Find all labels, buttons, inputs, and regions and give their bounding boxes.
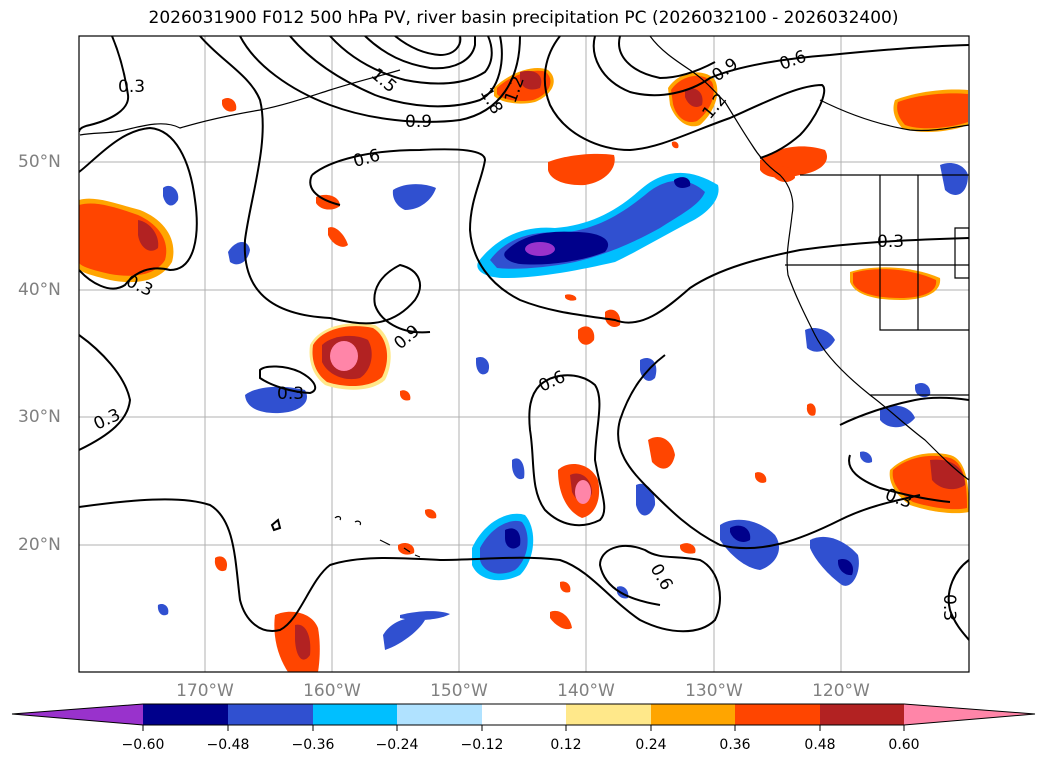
pv-contour-line	[394, 36, 462, 57]
lat-label: 30°N	[18, 407, 61, 427]
map-frame	[78, 35, 970, 673]
precip-blob-central-pacific	[477, 172, 719, 278]
lon-label: 140°W	[557, 681, 615, 701]
pv-contour-line	[947, 559, 969, 641]
colorbar-bin	[313, 704, 397, 725]
pv-contour-line	[592, 36, 969, 97]
colorbar-tick-label: −0.60	[121, 737, 165, 753]
colorbar-bin	[566, 704, 651, 725]
pv-contour-line	[270, 518, 282, 532]
contour-label: 0.3	[939, 594, 959, 621]
lat-label: 50°N	[18, 152, 61, 172]
pv-contour-line	[618, 36, 716, 80]
pv-contour-line	[311, 148, 969, 324]
pv-contour-line	[79, 498, 721, 633]
pv-contour-line	[543, 36, 826, 159]
colorbar	[11, 703, 1036, 731]
pv-contour-line	[848, 454, 951, 503]
colorbar-tick-label: −0.12	[460, 737, 504, 753]
contour-label: 0.3	[118, 77, 145, 97]
pv-contour-line	[289, 36, 503, 108]
pv-contour-line	[259, 365, 317, 395]
contour-label: 0.9	[405, 112, 432, 132]
colorbar-bin	[143, 704, 228, 725]
colorbar-bin	[482, 704, 566, 725]
colorbar-tick-label: 0.24	[635, 737, 667, 753]
pv-contour-line	[329, 36, 493, 85]
map-title: 2026031900 F012 500 hPa PV, river basin …	[148, 8, 899, 28]
colorbar-bin	[228, 704, 313, 725]
colorbar-bin	[820, 704, 904, 725]
colorbar-extend-max	[904, 704, 1035, 725]
colorbar-tick-label: −0.24	[375, 737, 419, 753]
pv-contour-line	[79, 334, 132, 451]
lon-label: 150°W	[430, 681, 488, 701]
colorbar-bin	[735, 704, 820, 725]
lon-label: 120°W	[812, 681, 870, 701]
colorbar-tick-label: −0.48	[206, 737, 250, 753]
pv-contour-line	[364, 36, 476, 70]
colorbar-tick-label: −0.36	[291, 737, 335, 753]
pv-contour-line	[309, 174, 341, 206]
contour-label: 0.3	[877, 232, 904, 252]
pv-contour-line	[617, 354, 921, 550]
colorbar-bin	[397, 704, 482, 725]
precip-positive-shading	[79, 68, 969, 672]
lon-label: 170°W	[176, 681, 234, 701]
colorbar-tick-label: 0.36	[719, 737, 751, 753]
lat-label: 40°N	[18, 280, 61, 300]
pv-contours	[79, 36, 969, 641]
lon-label: 160°W	[303, 681, 361, 701]
colorbar-tick-label: 0.12	[550, 737, 582, 753]
coastlines	[79, 36, 969, 558]
pv-contour-line	[528, 374, 606, 527]
pv-contour-line	[839, 396, 969, 426]
contour-label: 0.3	[277, 384, 304, 404]
colorbar-extend-min	[12, 704, 143, 725]
pv-contour-line	[79, 36, 130, 133]
colorbar-tick-label: 0.60	[888, 737, 920, 753]
pv-contour-line	[199, 36, 431, 334]
colorbar-tick-label: 0.48	[804, 737, 836, 753]
lon-label: 130°W	[685, 681, 743, 701]
pv-contour-line	[239, 36, 521, 123]
lat-label: 20°N	[18, 535, 61, 555]
colorbar-bin	[651, 704, 735, 725]
pv-contour-line	[79, 126, 198, 290]
